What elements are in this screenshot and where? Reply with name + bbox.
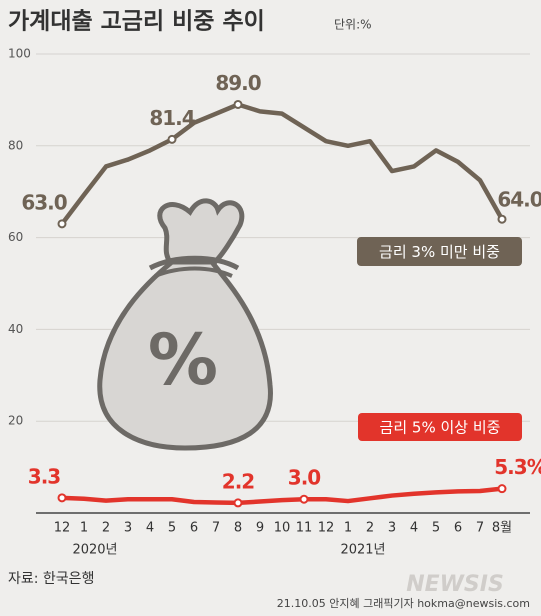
x-tick-label: 8월 — [492, 521, 512, 536]
data-label: 5.3% — [494, 455, 541, 479]
series-line — [61, 486, 503, 506]
x-tick-label: 2 — [102, 521, 110, 536]
year-label: 2021년 — [340, 543, 385, 558]
data-label: 2.2 — [222, 469, 255, 493]
point — [299, 494, 309, 504]
data-label: 89.0 — [215, 71, 260, 95]
credit: 21.10.05 안지혜 그래픽기자 hokma@newsis.com — [277, 597, 530, 610]
data-label: 3.0 — [288, 466, 321, 490]
point — [233, 498, 243, 508]
year-label: 2020년 — [72, 543, 117, 558]
x-tick-label: 3 — [124, 521, 132, 536]
x-tick-label: 7 — [212, 521, 220, 536]
x-tick-label: 12 — [54, 521, 71, 536]
data-label: 63.0 — [21, 190, 66, 214]
x-tick-label: 5 — [432, 521, 440, 536]
y-tick-label: 100 — [8, 47, 31, 61]
point — [233, 99, 243, 109]
x-tick-label: 1 — [344, 521, 352, 536]
x-tick-label: 8 — [234, 521, 242, 536]
y-tick-label: 40 — [8, 322, 23, 336]
legend-box — [358, 413, 522, 441]
x-tick-label: 11 — [296, 521, 313, 536]
series-line — [60, 102, 504, 226]
chart-title: 가계대출 고금리 비중 추이 — [8, 9, 265, 35]
unit: 단위:% — [334, 18, 372, 32]
x-tick-label: 7 — [476, 521, 484, 536]
x-tick-label: 10 — [274, 521, 291, 536]
point — [167, 134, 177, 144]
money-bag: % — [97, 198, 273, 451]
data-label: 81.4 — [149, 106, 194, 130]
x-tick-label: 5 — [168, 521, 176, 536]
source: 자료: 한국은행 — [8, 571, 94, 587]
y-tick-label: 20 — [8, 414, 23, 428]
x-tick-label: 1 — [80, 521, 88, 536]
x-tick-label: 9 — [256, 521, 264, 536]
x-tick-label: 2 — [366, 521, 374, 536]
x-tick-label: 3 — [388, 521, 396, 536]
x-tick-label: 4 — [146, 521, 154, 536]
x-tick-label: 6 — [454, 521, 462, 536]
legend-label: 금리 3% 미만 비중 — [379, 243, 500, 261]
plot: 12 1 2 3 4 5 6 7 8 9 10 11 12 1 2 3 4 5 6 7 8월63.081.489.064… — [21, 71, 541, 536]
point — [497, 484, 507, 494]
point — [57, 493, 67, 503]
icon-text: % — [148, 319, 218, 401]
y-tick-label: 60 — [8, 230, 23, 244]
point — [497, 214, 507, 224]
legend-box — [357, 237, 522, 266]
point — [57, 219, 67, 229]
watermark: NEWSIS — [406, 572, 504, 597]
x-tick-label: 12 — [318, 521, 335, 536]
y-tick-label: 80 — [8, 138, 23, 152]
x-tick-label: 4 — [410, 521, 418, 536]
data-label: 3.3 — [28, 464, 61, 488]
legend-label: 금리 5% 이상 비중 — [380, 419, 501, 437]
x-tick-label: 6 — [190, 521, 198, 536]
data-label: 64.0 — [497, 188, 541, 212]
